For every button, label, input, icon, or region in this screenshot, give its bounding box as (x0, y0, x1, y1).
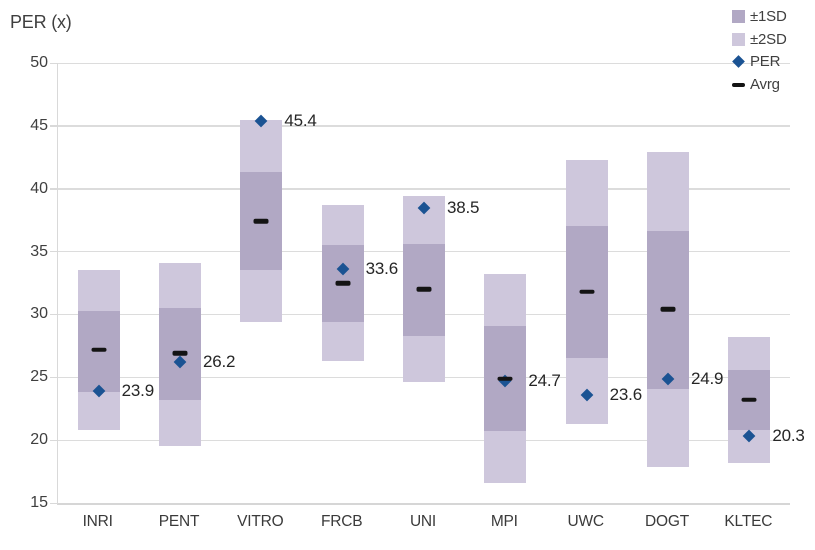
avg-dash-icon (172, 351, 188, 356)
y-tick-label: 30 (30, 305, 48, 323)
y-tick-label: 25 (30, 368, 48, 386)
y-tick-mark (50, 376, 58, 379)
avg-dash-icon (579, 289, 595, 295)
avg-dash-icon (731, 82, 745, 88)
y-tick-mark (50, 188, 58, 190)
avg-dash-icon (660, 307, 676, 312)
gridline (58, 439, 790, 441)
plot-area: 23.9 26.2 45.4 33.6 38.5 24.7 23.6 24.9 20.3 (50, 62, 805, 505)
y-tick-mark (50, 439, 58, 441)
band-1sd-swatch-icon (731, 9, 745, 23)
y-tick-mark (50, 313, 58, 316)
legend-item: ±1SD (731, 5, 787, 28)
y-tick-label: 15 (30, 494, 48, 511)
legend-item: ±2SD (731, 28, 787, 51)
y-tick-mark (50, 251, 58, 253)
per-value-label: 23.6 (609, 384, 642, 404)
y-axis-title: PER (x) (10, 12, 72, 32)
avg-dash-icon (335, 280, 351, 286)
per-value-label: 20.3 (772, 426, 805, 446)
y-tick-label: 45 (30, 116, 48, 134)
legend-marker (731, 55, 745, 69)
legend-marker (731, 32, 745, 46)
x-category-label: VITRO (237, 513, 284, 530)
band-2sd-swatch-icon (731, 32, 745, 46)
legend-item: Avrg (731, 73, 787, 96)
legend-label: ±1SD (750, 7, 787, 25)
per-value-label: 23.9 (121, 381, 154, 401)
avg-dash-icon (416, 287, 432, 292)
per-value-label: 24.9 (691, 368, 724, 388)
avg-dash-icon (497, 376, 513, 381)
legend-marker (731, 78, 745, 92)
y-tick-label: 20 (30, 431, 48, 449)
per-value-label: 38.5 (447, 197, 480, 217)
x-category-label: INRI (82, 513, 113, 530)
avg-dash-icon (91, 347, 107, 352)
y-tick-label: 35 (30, 242, 48, 260)
gridline (58, 62, 790, 64)
gridline (58, 125, 790, 127)
per-diamond-icon (731, 55, 745, 69)
legend: ±1SD ±2SD PER Avrg (731, 5, 787, 96)
per-value-label: 45.4 (284, 110, 317, 130)
y-tick-mark (50, 62, 58, 64)
x-category-label: MPI (490, 513, 518, 530)
avg-dash-icon (741, 397, 757, 403)
x-category-label: UNI (409, 513, 437, 530)
legend-label: Avrg (750, 76, 780, 94)
x-category-label: FRCB (320, 513, 363, 530)
y-tick-label: 50 (30, 54, 48, 71)
legend-item: PER (731, 51, 787, 74)
per-value-label: 26.2 (203, 352, 236, 372)
legend-label: ±2SD (750, 30, 787, 48)
x-category-label: DOGT (645, 513, 689, 530)
y-tick-mark (50, 125, 58, 127)
y-tick-label: 40 (30, 179, 48, 197)
y-tick-mark (50, 502, 58, 504)
x-category-label: KLTEC (724, 513, 773, 530)
per-value-label: 33.6 (365, 259, 398, 279)
per-value-label: 24.7 (528, 371, 561, 391)
avg-dash-icon (253, 219, 269, 224)
legend-marker (731, 9, 745, 23)
gridline (58, 188, 790, 190)
legend-label: PER (750, 53, 781, 71)
x-category-label: PENT (158, 513, 200, 530)
x-category-label: UWC (567, 513, 604, 530)
